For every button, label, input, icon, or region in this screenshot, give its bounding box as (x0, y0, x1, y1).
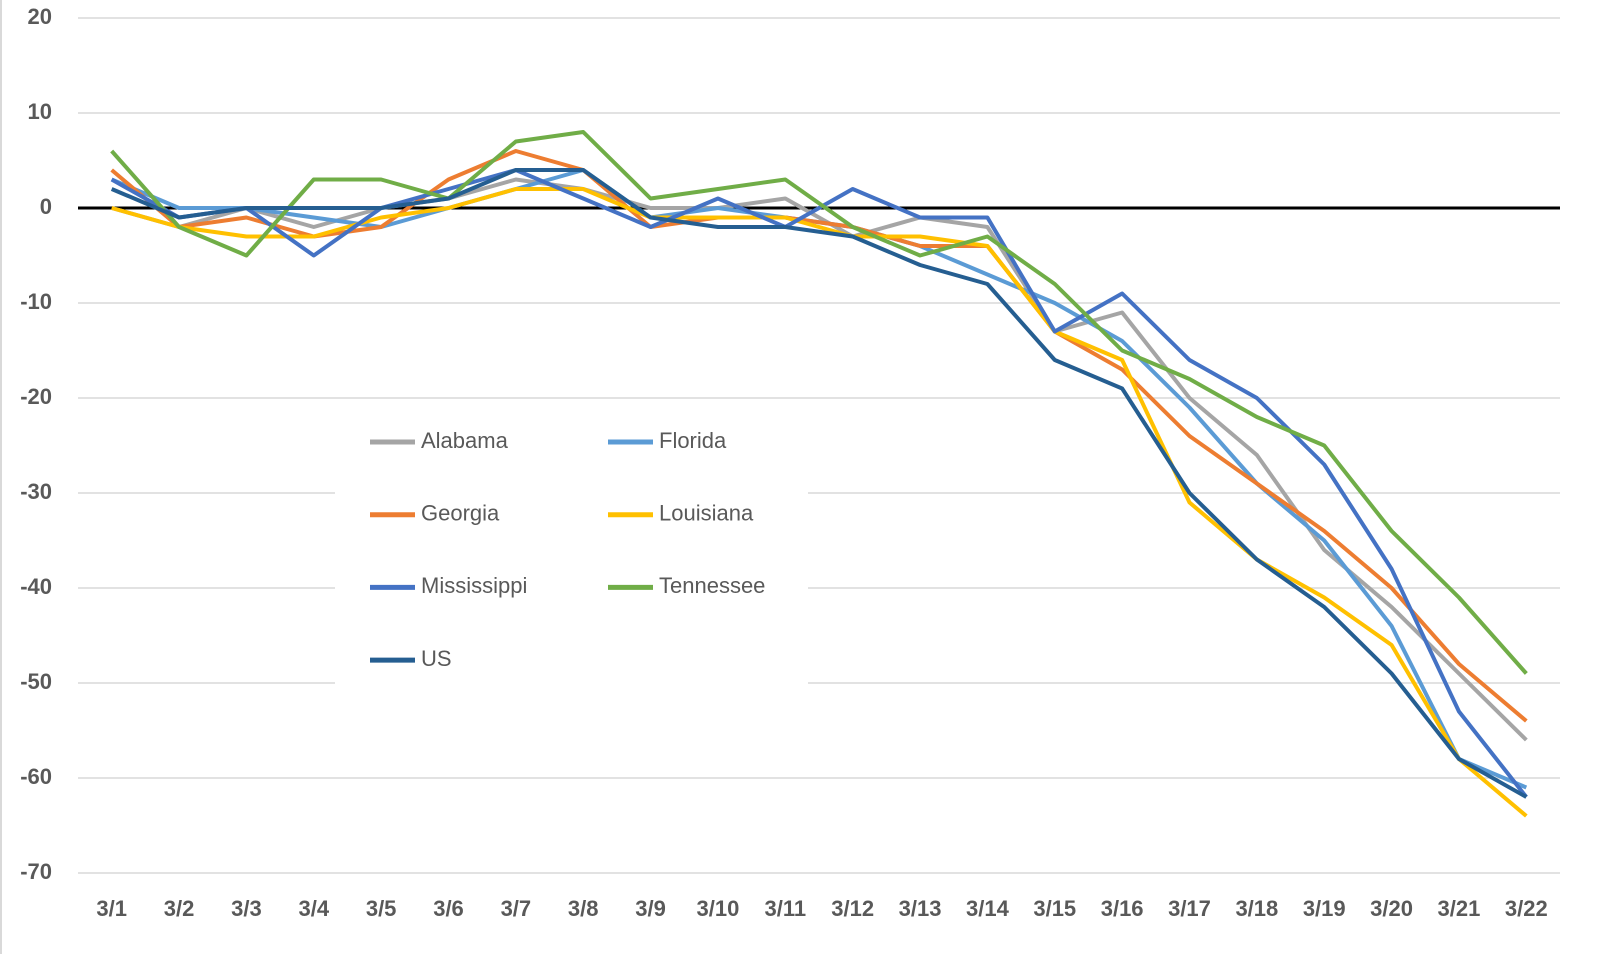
y-tick-label: -30 (20, 479, 52, 504)
x-tick-label: 3/11 (765, 896, 807, 921)
legend-label: Florida (659, 428, 727, 453)
x-tick-label: 3/5 (366, 896, 397, 921)
legend-label: US (421, 646, 452, 671)
x-tick-label: 3/4 (298, 896, 329, 921)
legend-label: Mississippi (421, 573, 527, 598)
legend-box (335, 408, 808, 692)
y-tick-label: -50 (20, 669, 52, 694)
x-tick-label: 3/19 (1303, 896, 1346, 921)
series-line (110, 168, 1528, 799)
y-tick-label: 20 (28, 4, 52, 29)
x-tick-label: 3/13 (899, 896, 942, 921)
y-tick-label: -40 (20, 574, 52, 599)
x-tick-label: 3/3 (231, 896, 262, 921)
x-tick-label: 3/21 (1438, 896, 1481, 921)
x-tick-label: 3/2 (164, 896, 195, 921)
series-line (110, 168, 1528, 790)
x-tick-label: 3/18 (1235, 896, 1278, 921)
y-tick-label: -10 (20, 289, 52, 314)
y-tick-label: -70 (20, 859, 52, 884)
x-tick-label: 3/6 (433, 896, 464, 921)
x-tick-label: 3/1 (96, 896, 127, 921)
legend-label: Tennessee (659, 573, 765, 598)
series-line (111, 177, 1528, 742)
x-tick-label: 3/12 (831, 896, 874, 921)
x-tick-label: 3/22 (1505, 896, 1548, 921)
y-tick-label: -20 (20, 384, 52, 409)
x-tick-label: 3/17 (1168, 896, 1211, 921)
legend-label: Alabama (421, 428, 509, 453)
x-tick-label: 3/16 (1101, 896, 1144, 921)
legend-label: Georgia (421, 501, 500, 526)
series-line (110, 149, 1528, 723)
x-tick-label: 3/9 (635, 896, 666, 921)
y-tick-label: -60 (20, 764, 52, 789)
series-line (110, 130, 1528, 675)
x-tick-label: 3/10 (697, 896, 740, 921)
series-line (111, 187, 1528, 818)
series-line (110, 168, 1528, 799)
x-tick-label: 3/14 (966, 896, 1010, 921)
x-tick-label: 3/15 (1033, 896, 1076, 921)
x-tick-label: 3/7 (501, 896, 532, 921)
y-tick-label: 10 (28, 99, 52, 124)
y-tick-label: 0 (40, 194, 52, 219)
x-tick-label: 3/20 (1370, 896, 1413, 921)
legend-label: Louisiana (659, 501, 754, 526)
x-tick-label: 3/8 (568, 896, 599, 921)
